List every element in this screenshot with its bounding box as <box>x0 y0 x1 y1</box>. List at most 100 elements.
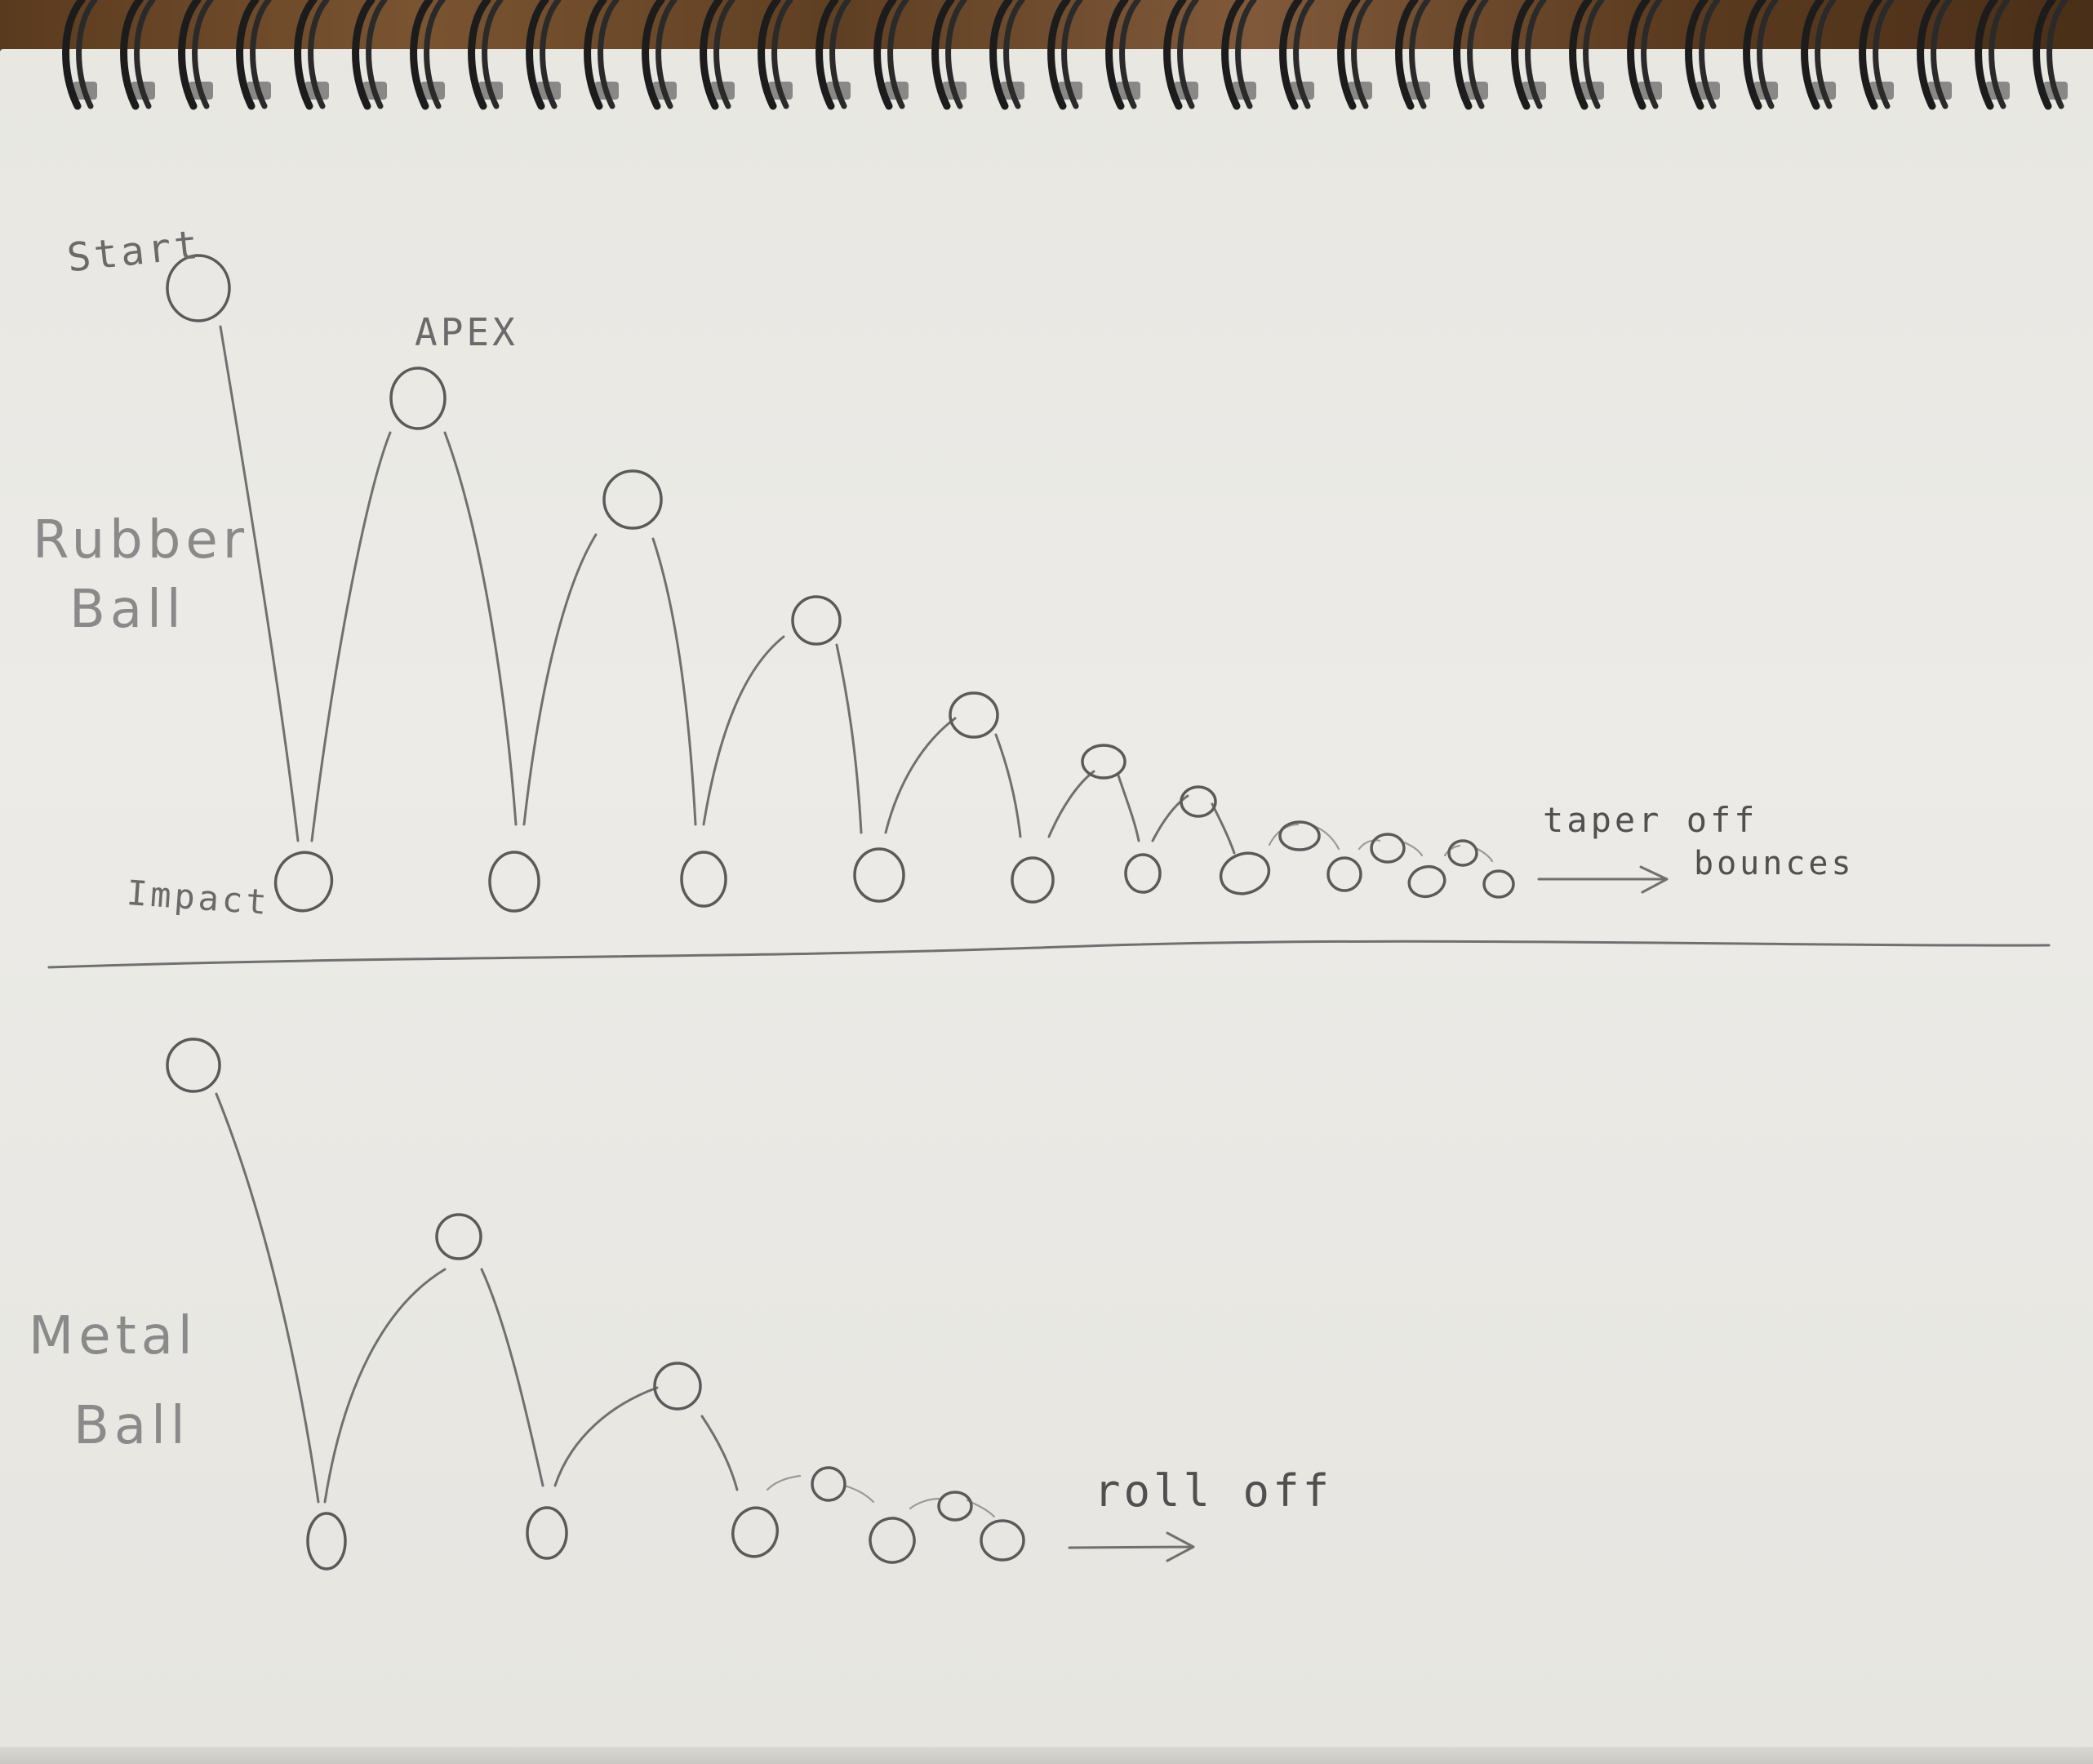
metal-ball-impact-3 <box>731 1506 779 1558</box>
metal-bounce-1-down <box>480 1268 544 1487</box>
rubber-ball-start <box>166 254 231 322</box>
metal-ball-diagram <box>166 1038 1195 1571</box>
binding-ring <box>1047 0 1071 110</box>
binding-ring <box>829 0 851 109</box>
apex-label: APEX <box>415 310 518 354</box>
binding-ring <box>62 0 86 110</box>
rubber-ball-impact-8 <box>1326 856 1362 892</box>
binding-ring <box>236 0 260 110</box>
metal-ball-apex-4 <box>937 1491 973 1522</box>
binding-ring <box>366 0 388 109</box>
rubber-bounce-8-arc <box>1358 839 1424 857</box>
binding-ring <box>134 0 156 109</box>
page-bottom-edge <box>0 1747 2093 1764</box>
rubber-ball-apex-2 <box>602 469 663 530</box>
binding-ring <box>598 0 620 109</box>
rubber-ball-impact-6 <box>1124 853 1162 894</box>
binding-ring <box>1569 0 1593 110</box>
binding-ring <box>1685 0 1709 110</box>
binding-ring <box>1105 0 1129 110</box>
rubber-ball-diagram <box>166 254 1669 913</box>
rubber-ball-apex-7 <box>1278 820 1321 851</box>
binding-ring <box>713 0 735 109</box>
rubber-ball-impact-3 <box>680 851 727 908</box>
spiral-binding <box>62 0 2069 110</box>
rubber-ball-apex-9 <box>1447 839 1478 867</box>
binding-ring <box>1627 0 1651 110</box>
binding-ring <box>482 0 504 109</box>
rubber-bounce-1-up <box>310 431 392 842</box>
binding-ring <box>1337 0 1361 110</box>
binding-ring <box>352 0 375 110</box>
rubber-label-line2: Ball <box>69 580 186 640</box>
taper-label-line2: bounces <box>1694 845 1855 882</box>
metal-ball-apex-1 <box>435 1213 482 1260</box>
rubber-bounce-4-down <box>994 733 1022 838</box>
binding-ring <box>1119 0 1141 109</box>
rubber-ball-impact-4 <box>853 847 905 903</box>
binding-ring <box>931 0 955 110</box>
binding-ring <box>308 0 330 109</box>
binding-ring <box>76 0 98 109</box>
binding-ring <box>1453 0 1477 110</box>
binding-ring <box>1293 0 1315 109</box>
rubber-label-line1: Rubber <box>33 510 250 571</box>
rubber-fall-path <box>219 325 300 842</box>
rubber-ball-impact-7 <box>1219 851 1271 895</box>
sketchbook-page <box>0 49 2093 1764</box>
rubber-bounce-5-down <box>1117 774 1140 842</box>
metal-ball-apex-3 <box>811 1466 847 1502</box>
binding-ring <box>250 0 272 109</box>
rubber-ball-apex-5 <box>1081 744 1126 780</box>
rubber-ball-apex-6 <box>1180 785 1217 818</box>
binding-ring <box>192 0 214 109</box>
binding-ring <box>1801 0 1824 110</box>
metal-ball-impact-4 <box>869 1517 916 1564</box>
metal-bounce-1-up <box>323 1268 447 1504</box>
binding-ring <box>1163 0 1187 110</box>
binding-ring <box>1859 0 1882 110</box>
rubber-ball-impact-2 <box>488 851 540 913</box>
binding-ring <box>1511 0 1535 110</box>
metal-ball-impact-5 <box>980 1519 1025 1562</box>
binding-ring <box>700 0 723 110</box>
rubber-ball-impact-10 <box>1482 869 1515 899</box>
rubber-ball-impact-9 <box>1407 864 1446 899</box>
binding-ring <box>1177 0 1199 109</box>
binding-ring <box>526 0 549 110</box>
binding-ring <box>584 0 607 110</box>
binding-ring <box>1409 0 1431 109</box>
binding-ring <box>424 0 446 109</box>
binding-ring <box>1757 0 1779 109</box>
binding-ring <box>1061 0 1083 109</box>
rubber-bounce-2-up <box>522 533 598 826</box>
binding-ring <box>989 0 1013 110</box>
binding-ring <box>1989 0 2011 109</box>
rubber-bounce-4-up <box>884 717 957 834</box>
binding-ring <box>945 0 967 109</box>
rubber-bounce-6-down <box>1211 802 1236 855</box>
binding-ring <box>294 0 318 110</box>
binding-ring <box>1931 0 1953 109</box>
ground-divider-line <box>47 940 2051 969</box>
binding-ring <box>468 0 491 110</box>
rubber-bounce-1-down <box>443 431 518 826</box>
metal-ball-impact-1 <box>306 1512 347 1571</box>
taper-arrow-icon <box>1537 865 1669 894</box>
rubber-ball-apex-3 <box>791 595 842 646</box>
binding-ring <box>642 0 665 110</box>
binding-ring <box>758 0 781 110</box>
metal-bounce-2-down <box>700 1415 739 1491</box>
binding-ring <box>1583 0 1605 109</box>
metal-fall-path <box>215 1092 320 1504</box>
rubber-ball-apex-4 <box>949 691 999 739</box>
rubber-bounce-3-up <box>702 635 785 826</box>
binding-ring <box>410 0 433 110</box>
rubber-bounce-5-up <box>1047 770 1095 838</box>
rubber-ball-impact-1 <box>273 851 334 913</box>
binding-ring <box>178 0 202 110</box>
binding-ring <box>120 0 144 110</box>
binding-ring <box>1815 0 1837 109</box>
metal-bounce-2-up <box>553 1386 659 1487</box>
